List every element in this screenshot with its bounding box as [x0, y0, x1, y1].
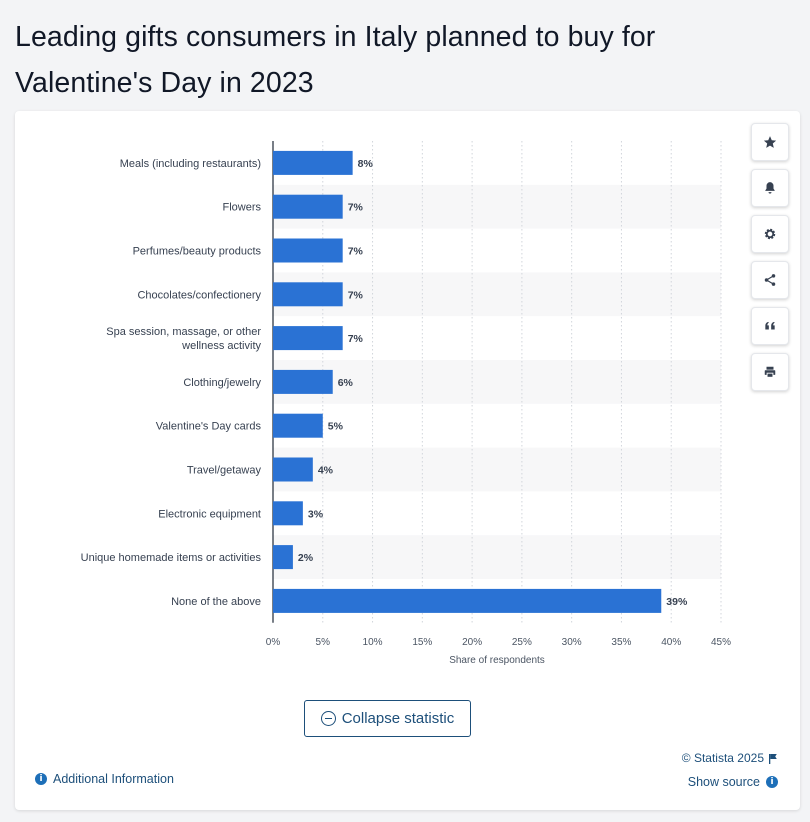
star-icon: [763, 136, 777, 148]
category-label: Perfumes/beauty products: [133, 246, 262, 258]
row-stripe: [273, 272, 721, 317]
row-stripe: [273, 447, 721, 492]
x-tick-label: 45%: [711, 637, 731, 648]
data-label: 7%: [348, 202, 364, 214]
category-label: Spa session, massage, or other wellness a…: [106, 326, 261, 352]
data-label: 6%: [338, 377, 354, 389]
category-label: None of the above: [171, 596, 261, 608]
data-label: 3%: [308, 508, 324, 520]
category-label: Electronic equipment: [158, 508, 261, 520]
additional-information-label: Additional Information: [53, 772, 174, 786]
category-label: Valentine's Day cards: [156, 421, 262, 433]
category-label: Chocolates/confectionery: [137, 289, 261, 301]
show-source-link[interactable]: Show source i: [688, 775, 778, 789]
x-tick-label: 10%: [363, 637, 383, 648]
share-icon: [764, 274, 776, 286]
x-tick-label: 20%: [462, 637, 482, 648]
row-stripe: [273, 184, 721, 229]
bar-chart: 8% Meals (including restaurants) 7% Flowers…: [81, 141, 731, 666]
bar: [273, 238, 343, 263]
x-tick-label: 0%: [266, 637, 281, 648]
data-label: 7%: [348, 246, 364, 258]
data-label: 4%: [318, 465, 334, 477]
bell-icon: [765, 182, 775, 194]
copyright-text: © Statista 2025: [681, 751, 764, 765]
bar: [273, 194, 343, 219]
copyright: © Statista 2025: [682, 751, 778, 765]
notification-button[interactable]: [751, 169, 789, 207]
x-tick-label: 30%: [562, 637, 582, 648]
category-label: Flowers: [222, 202, 261, 214]
additional-information-link[interactable]: i Additional Information: [35, 772, 174, 786]
share-button[interactable]: [751, 261, 789, 299]
bar: [273, 501, 303, 526]
x-tick-label: 35%: [611, 637, 631, 648]
print-button[interactable]: [751, 353, 789, 391]
bar: [273, 369, 333, 394]
bar: [273, 282, 343, 307]
data-label: 2%: [298, 552, 314, 564]
flag-icon[interactable]: [768, 753, 778, 764]
x-tick-label: 25%: [512, 637, 532, 648]
data-label: 8%: [358, 158, 374, 170]
chart-card: 8% Meals (including restaurants) 7% Flowers…: [15, 111, 800, 810]
row-stripe: [273, 535, 721, 579]
cite-button[interactable]: [751, 307, 789, 345]
show-source-label: Show source: [687, 775, 760, 789]
category-label: Unique homemade items or activities: [81, 552, 262, 564]
bar: [273, 326, 343, 351]
data-label: 7%: [348, 333, 364, 345]
bar: [273, 588, 662, 613]
bar: [273, 150, 353, 175]
quote-icon: [765, 321, 775, 330]
bar: [273, 413, 323, 438]
category-label: Clothing/jewelry: [183, 377, 261, 389]
print-icon: [764, 366, 776, 378]
favorite-button[interactable]: [751, 123, 789, 161]
x-axis-title: Share of respondents: [449, 655, 545, 666]
data-label: 7%: [348, 289, 364, 301]
info-icon: i: [766, 776, 778, 788]
row-stripe: [273, 360, 721, 404]
settings-button[interactable]: [751, 215, 789, 253]
collapse-label: Collapse statistic: [341, 710, 455, 727]
x-tick-label: 5%: [316, 637, 331, 648]
info-icon: i: [35, 773, 47, 785]
page-title: Leading gifts consumers in Italy planned…: [15, 21, 656, 99]
x-tick-label: 40%: [661, 637, 681, 648]
x-tick-label: 15%: [412, 637, 432, 648]
minus-circle-icon: [320, 711, 336, 726]
bar: [273, 545, 293, 570]
data-label: 39%: [666, 596, 688, 608]
data-label: 5%: [328, 421, 344, 433]
bar: [273, 457, 313, 482]
category-label: Meals (including restaurants): [120, 158, 261, 170]
gear-icon: [764, 228, 776, 240]
chart-toolbar: [751, 123, 789, 399]
category-label: Travel/getaway: [187, 465, 262, 477]
collapse-statistic-button[interactable]: Collapse statistic: [304, 700, 471, 737]
